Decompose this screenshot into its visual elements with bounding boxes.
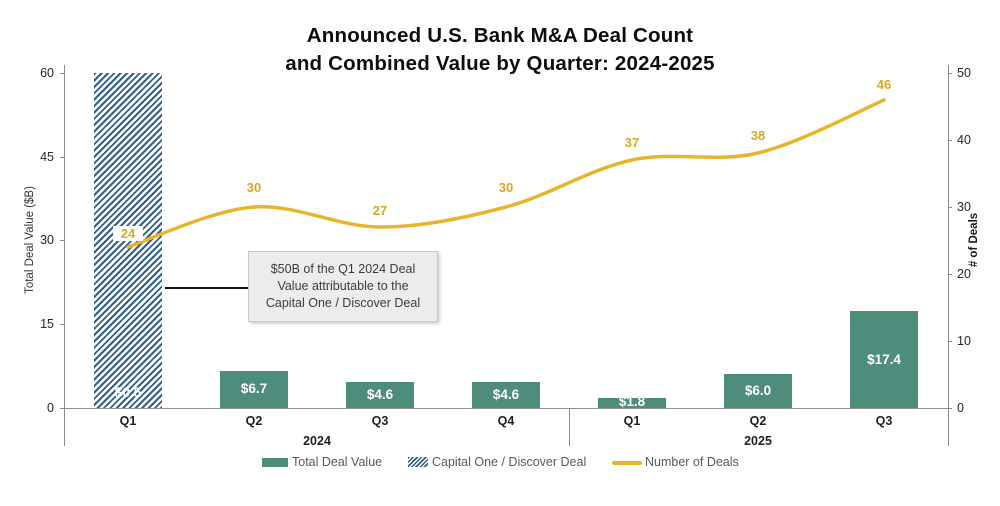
- chart-title-line-2: and Combined Value by Quarter: 2024-2025: [285, 52, 715, 75]
- right-axis-tick-30: 30: [957, 200, 971, 214]
- x-tick-q1-2025: Q1: [623, 414, 641, 428]
- left-tickmark: [60, 240, 64, 241]
- x-tick-q2-2024: Q2: [245, 414, 263, 428]
- left-tickmark: [60, 324, 64, 325]
- left-axis-tick-15: 15: [40, 317, 54, 331]
- left-axis-line: [64, 65, 65, 446]
- right-axis-tick-40: 40: [957, 133, 971, 147]
- bar-total-deal-value-q2-2025: [724, 374, 792, 408]
- right-tickmark: [948, 341, 952, 342]
- annotation-text-line-1: $50B of the Q1 2024 Deal: [270, 262, 416, 276]
- bar-total-deal-value-q1-2025: [598, 398, 666, 408]
- right-axis-tick-0: 0: [957, 401, 964, 415]
- line-value-label-q3-2025: 46: [876, 77, 892, 92]
- legend-label-capital-one-discover: Capital One / Discover Deal: [432, 455, 587, 469]
- x-tick-q1-2024: Q1: [119, 414, 137, 428]
- x-tick-q3-2024: Q3: [371, 414, 389, 428]
- legend-swatch-total-deal-value: [262, 458, 288, 467]
- bar-total-deal-value-q4-2024: [472, 382, 540, 408]
- bar-value-label-q1-2025: $1.8: [618, 394, 646, 409]
- annotation-leader-line: [165, 287, 248, 289]
- bar-value-label-q3-2025: $17.4: [867, 352, 901, 367]
- bar-total-deal-value-q3-2025: [850, 311, 918, 408]
- line-value-label-q3-2024: 27: [372, 203, 388, 218]
- x-year-label-2025: 2025: [744, 434, 772, 448]
- x-tick-q2-2025: Q2: [749, 414, 767, 428]
- line-value-label-q2-2024: 30: [246, 180, 262, 195]
- line-value-label-q1-2025: 37: [624, 135, 640, 150]
- annotation-text-line-3: Capital One / Discover Deal: [265, 296, 421, 310]
- right-axis-tick-20: 20: [957, 267, 971, 281]
- x-axis-baseline: [65, 408, 948, 409]
- left-axis-tick-0: 0: [47, 401, 54, 415]
- line-value-label-q4-2024: 30: [498, 180, 514, 195]
- x-tick-q3-2025: Q3: [875, 414, 893, 428]
- left-tickmark: [60, 408, 64, 409]
- legend-label-number-of-deals: Number of Deals: [645, 455, 739, 469]
- right-tickmark: [948, 140, 952, 141]
- bar-total-deal-value-q2-2024: [220, 371, 288, 408]
- right-axis-tick-10: 10: [957, 334, 971, 348]
- left-axis-tick-45: 45: [40, 150, 54, 164]
- line-value-label-q2-2025: 38: [750, 128, 766, 143]
- bar-value-label-q1-2024: $0.5: [114, 385, 142, 400]
- right-tickmark: [948, 274, 952, 275]
- bar-value-label-q4-2024: $4.6: [492, 387, 520, 402]
- right-tickmark: [948, 73, 952, 74]
- bar-value-label-q2-2024: $6.7: [240, 381, 268, 396]
- left-axis-tick-60: 60: [40, 66, 54, 80]
- right-axis-tick-50: 50: [957, 66, 971, 80]
- year-group-separator: [569, 408, 570, 446]
- left-axis-tick-30: 30: [40, 233, 54, 247]
- line-value-label-q1-2024: 24: [113, 226, 143, 241]
- bar-total-deal-value-q3-2024: [346, 382, 414, 408]
- legend-label-total-deal-value: Total Deal Value: [292, 455, 383, 469]
- annotation-text-line-2: Value attributable to the: [277, 279, 409, 293]
- annotation-box: $50B of the Q1 2024 Deal Value attributa…: [248, 251, 438, 322]
- left-tickmark: [60, 73, 64, 74]
- bar-value-label-q2-2025: $6.0: [744, 383, 772, 398]
- left-tickmark: [60, 157, 64, 158]
- right-tickmark: [948, 207, 952, 208]
- chart-title-line-1: Announced U.S. Bank M&A Deal Count: [306, 24, 694, 47]
- legend-swatch-capital-one-discover: [408, 457, 428, 467]
- x-year-label-2024: 2024: [303, 434, 331, 448]
- legend-swatch-number-of-deals: [612, 461, 642, 465]
- right-axis-line: [948, 65, 949, 446]
- right-tickmark: [948, 408, 952, 409]
- x-tick-q4-2024: Q4: [497, 414, 515, 428]
- bar-value-label-q3-2024: $4.6: [366, 387, 394, 402]
